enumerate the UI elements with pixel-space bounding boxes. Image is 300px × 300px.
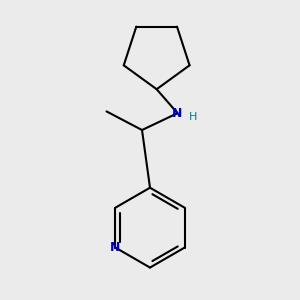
Text: N: N [110,241,121,254]
Text: H: H [189,112,197,122]
Text: N: N [172,107,183,120]
